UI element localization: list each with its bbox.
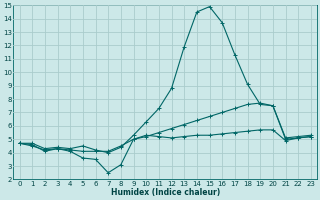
X-axis label: Humidex (Indice chaleur): Humidex (Indice chaleur) [111,188,220,197]
